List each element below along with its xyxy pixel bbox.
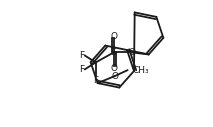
Text: F: F <box>79 51 84 60</box>
Text: S: S <box>111 48 117 57</box>
Text: O: O <box>128 48 135 57</box>
Text: CH₃: CH₃ <box>133 66 149 75</box>
Text: O: O <box>111 72 118 81</box>
Text: O: O <box>110 64 117 73</box>
Text: F: F <box>79 65 84 74</box>
Text: O: O <box>110 32 117 41</box>
Text: F: F <box>93 76 98 85</box>
